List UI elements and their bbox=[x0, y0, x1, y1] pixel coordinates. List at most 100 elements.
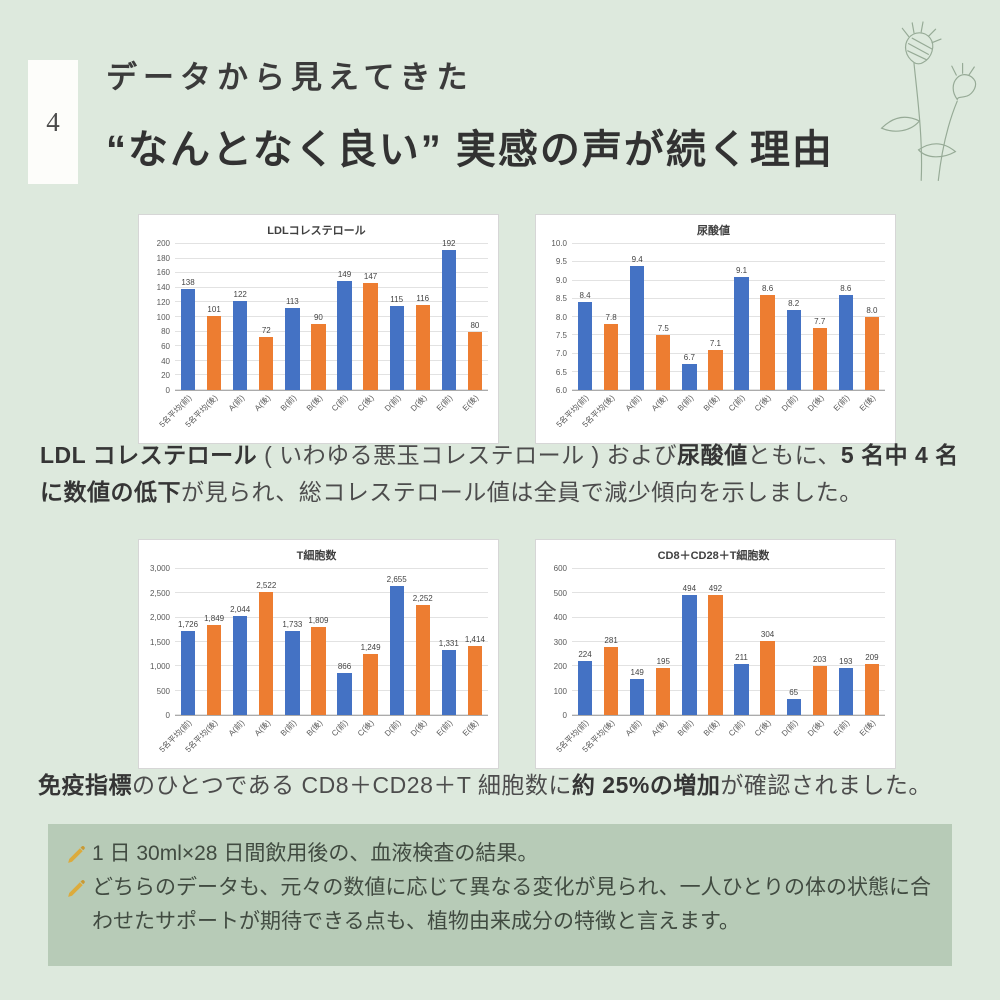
bar-C(後): 147 bbox=[363, 272, 378, 390]
pen-icon bbox=[68, 880, 85, 897]
emphasis-text: 免疫指標 bbox=[38, 772, 132, 798]
bar-B(前): 1,733 bbox=[282, 620, 302, 715]
y-tick-label: 80 bbox=[161, 327, 170, 337]
bar-E(後): 8.0 bbox=[864, 307, 880, 390]
x-tick-label: A(前) bbox=[226, 393, 246, 413]
x-tick-label: A(前) bbox=[623, 718, 643, 738]
x-tick-label: E(前) bbox=[434, 718, 455, 738]
x-tick-label: E(前) bbox=[831, 718, 852, 738]
bar-E(後): 209 bbox=[864, 654, 880, 715]
y-tick-label: 6.0 bbox=[555, 386, 567, 395]
bar-value-label: 1,726 bbox=[178, 620, 199, 630]
paragraph-immune-result: 免疫指標のひとつである CD8＋CD28＋T 細胞数に約 25%の増加が確認され… bbox=[38, 767, 968, 804]
bar-value-label: 2,522 bbox=[256, 581, 277, 591]
x-tick-label: D(後) bbox=[408, 718, 429, 739]
y-tick-label: 1,500 bbox=[149, 637, 170, 647]
bar-value-label: 492 bbox=[708, 584, 723, 594]
bar-value-label: 116 bbox=[416, 294, 430, 304]
bar-value-label: 193 bbox=[839, 657, 853, 667]
footnote-item: どちらのデータも、元々の数値に応じて異なる変化が見られ、一人ひとりの体の状態に合… bbox=[66, 871, 934, 939]
y-tick-label: 140 bbox=[156, 283, 170, 293]
x-tick-label: B(後) bbox=[304, 718, 325, 738]
page-title: データから見えてきた “なんとなく良い” 実感の声が続く理由 bbox=[106, 52, 834, 175]
chart-title: T細胞数 bbox=[296, 550, 337, 562]
bar-value-label: 101 bbox=[207, 305, 221, 315]
bar-value-label: 1,331 bbox=[438, 639, 459, 649]
x-tick-label: B(前) bbox=[278, 718, 299, 738]
paragraph-cholesterol-result: LDL コレステロール ( いわゆる悪玉コレステロール ) および尿酸値ともに、… bbox=[40, 437, 966, 511]
chart-cd8-cd28-t-cell-count: CD8＋CD28＋T細胞数 0 100 200 300 400 500 600 224 281… bbox=[535, 539, 896, 769]
body-text: のひとつである CD8＋CD28＋T 細胞数に bbox=[132, 772, 572, 798]
y-tick-label: 160 bbox=[156, 268, 170, 278]
bar-A(後): 2,522 bbox=[256, 582, 276, 715]
chart-title: CD8＋CD28＋T細胞数 bbox=[657, 550, 770, 562]
y-axis: 6.0 6.5 7.0 7.5 8.0 8.5 9.0 9.5 10.0 bbox=[542, 240, 572, 395]
bar-value-label: 211 bbox=[735, 652, 748, 662]
x-tick-label: C(前) bbox=[727, 393, 748, 414]
body-text: が確認されました。 bbox=[720, 772, 932, 798]
bar-value-label: 80 bbox=[470, 320, 480, 330]
y-tick-label: 2,500 bbox=[149, 588, 170, 598]
bar-value-label: 138 bbox=[181, 278, 195, 288]
x-tick-label: B(後) bbox=[304, 393, 325, 413]
bar-value-label: 7.7 bbox=[814, 316, 826, 326]
bar-A(後): 7.5 bbox=[656, 325, 671, 390]
y-tick-label: 20 bbox=[161, 371, 170, 381]
bar-value-label: 1,849 bbox=[204, 614, 225, 624]
x-tick-label: C(前) bbox=[330, 718, 351, 739]
x-tick-label: A(後) bbox=[252, 393, 272, 413]
x-tick-label: A(後) bbox=[649, 393, 669, 413]
bar-E(前): 192 bbox=[441, 239, 456, 390]
bar-value-label: 65 bbox=[789, 688, 799, 698]
x-tick-label: A(後) bbox=[649, 718, 669, 738]
y-tick-label: 400 bbox=[553, 613, 567, 622]
bar-D(前): 65 bbox=[786, 689, 801, 715]
y-tick-label: 7.0 bbox=[555, 349, 567, 359]
footnote-text: どちらのデータも、元々の数値に応じて異なる変化が見られ、一人ひとりの体の状態に合… bbox=[92, 876, 931, 933]
x-tick-label: B(前) bbox=[278, 393, 299, 413]
bar-B(後): 7.1 bbox=[708, 339, 723, 390]
y-tick-label: 60 bbox=[161, 341, 170, 351]
bar-5名平均(後): 281 bbox=[603, 636, 619, 715]
bar-D(前): 8.2 bbox=[786, 299, 801, 390]
bar-value-label: 195 bbox=[656, 656, 670, 666]
bar-D(後): 116 bbox=[415, 295, 430, 390]
bar-value-label: 72 bbox=[261, 326, 271, 336]
x-tick-label: E(後) bbox=[857, 718, 878, 738]
bar-A(前): 122 bbox=[233, 290, 248, 390]
bar-value-label: 90 bbox=[313, 313, 323, 323]
body-text: が見られ、総コレステロール値は全員で減少傾向を示しました。 bbox=[181, 479, 863, 505]
footnote-box: 1 日 30ml×28 日間飲用後の、血液検査の結果。 どちらのデータも、元々の… bbox=[48, 824, 952, 966]
y-tick-label: 300 bbox=[553, 637, 567, 647]
y-tick-label: 3,000 bbox=[149, 564, 170, 573]
x-tick-label: C(後) bbox=[356, 393, 377, 414]
x-tick-label: E(後) bbox=[857, 393, 878, 413]
bar-value-label: 8.4 bbox=[579, 291, 591, 301]
bar-5名平均(前): 138 bbox=[180, 279, 196, 390]
body-text: ( いわゆる悪玉コレステロール ) および bbox=[257, 442, 678, 468]
x-tick-label: B(前) bbox=[675, 393, 696, 413]
bar-A(後): 195 bbox=[656, 657, 671, 715]
x-tick-label: A(前) bbox=[623, 393, 643, 413]
bar-E(後): 1,414 bbox=[465, 636, 485, 715]
y-tick-label: 6.5 bbox=[555, 367, 567, 377]
bar-E(前): 1,331 bbox=[439, 640, 459, 715]
x-tick-label: E(後) bbox=[460, 718, 481, 738]
title-line-2: “なんとなく良い” 実感の声が続く理由 bbox=[106, 128, 834, 172]
bar-value-label: 8.6 bbox=[762, 284, 774, 294]
bar-value-label: 494 bbox=[682, 583, 697, 593]
bar-C(前): 149 bbox=[337, 271, 352, 390]
x-tick-label: B(後) bbox=[701, 718, 722, 738]
y-tick-label: 0 bbox=[562, 711, 567, 720]
bar-C(前): 211 bbox=[734, 653, 749, 715]
bar-value-label: 149 bbox=[630, 667, 644, 677]
plot-area: 1,726 1,849 2,044 2,522 1,733 1,809 866 1,249 2,… bbox=[175, 568, 488, 716]
plot-area: 8.4 7.8 9.4 7.5 6.7 7.1 9.1 8.6 8.2 7.7 8.6 8.0 bbox=[572, 243, 885, 391]
x-tick-label: C(前) bbox=[727, 718, 748, 739]
emphasis-text: 5 名中 4 名に数値の低下 bbox=[40, 442, 959, 505]
bar-B(後): 1,809 bbox=[308, 616, 328, 715]
y-tick-label: 100 bbox=[553, 686, 567, 696]
bar-value-label: 149 bbox=[337, 270, 352, 280]
x-tick-label: C(後) bbox=[753, 718, 774, 739]
bar-value-label: 2,044 bbox=[230, 604, 251, 614]
